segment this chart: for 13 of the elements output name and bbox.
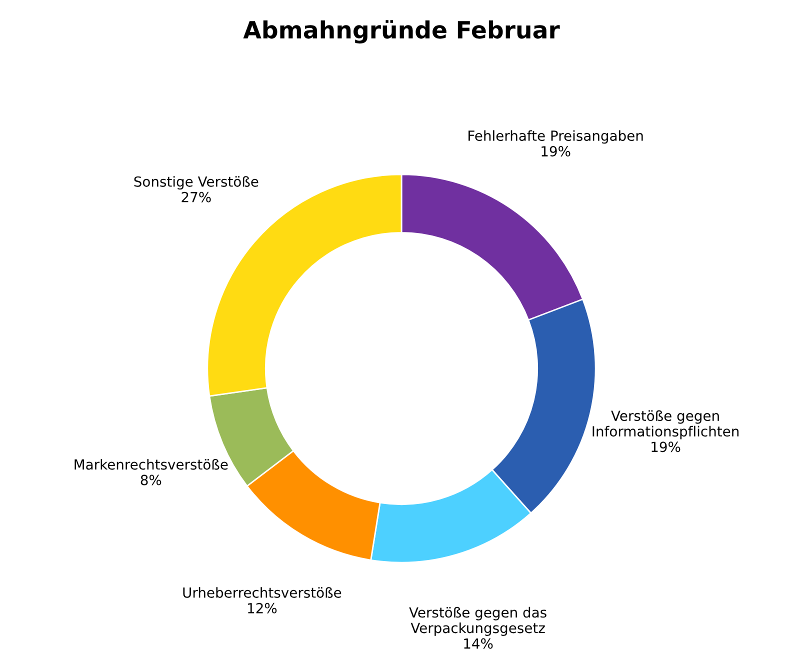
slice-label: Verstöße gegen das Verpackungsgesetz	[409, 606, 546, 636]
data-label: 19%	[542, 146, 570, 157]
slice-label: Sonstige Verstöße	[134, 176, 258, 190]
data-label: 8%	[140, 474, 162, 486]
slice-label: Urheberrechtsverstöße	[183, 587, 342, 598]
chart-title: Abmahngründe Februar	[243, 20, 560, 44]
slice-label: Markenrechtsverstöße	[74, 458, 228, 470]
data-label: 14%	[464, 638, 493, 649]
slice-label: Fehlerhafte Preisangaben	[468, 130, 643, 144]
data-label: 27%	[182, 192, 211, 202]
slice-label: Verstöße gegen Informationspflichten	[592, 410, 739, 440]
data-label: 12%	[248, 602, 277, 614]
data-label: 19%	[652, 442, 680, 452]
